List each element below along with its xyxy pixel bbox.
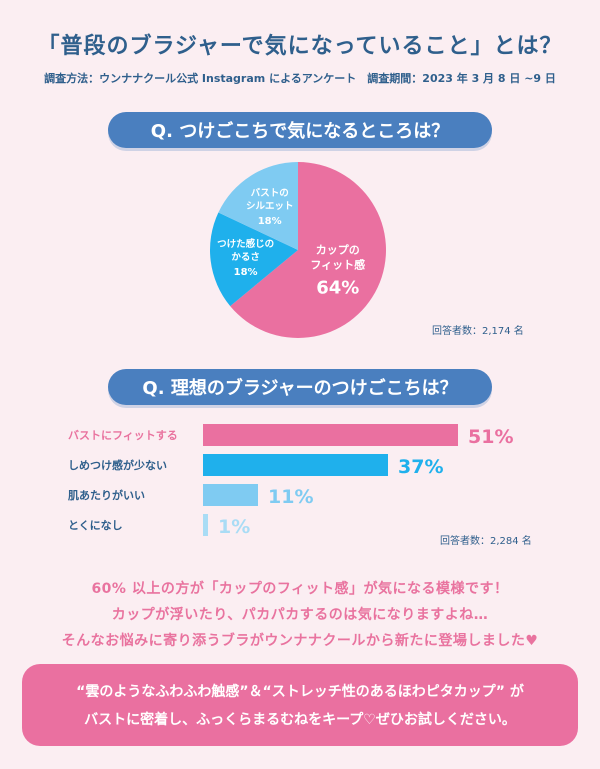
bar-category-2: 肌あたりがいい <box>67 488 145 502</box>
page-title: 「普段のブラジャーで気になっていること」とは？ <box>37 34 563 59</box>
pie-label-2-line-1: シルエット <box>246 201 294 212</box>
survey-info: 調査方法：ウンナナクール公式 Instagram によるアンケート 調査期間：2… <box>44 72 556 85</box>
question-1-title: Q. つけごこちで気になるところは？ <box>108 112 492 148</box>
pie-value-1: 18% <box>234 267 258 278</box>
bar-1 <box>203 454 388 476</box>
summary-line-2: カップが浮いたり、パカパカするのは気になりますよね… <box>111 607 489 623</box>
question-2-title: Q. 理想のブラジャーのつけごこちは？ <box>108 369 492 405</box>
summary-line-1: 60% 以上の方が「カップのフィット感」が気になる模様です！ <box>91 581 509 597</box>
pie-label-1-line-0: つけた感じの <box>217 238 274 250</box>
bar-category-3: とくになし <box>68 519 123 532</box>
bar-value-1: 37% <box>398 456 443 478</box>
callout-box: “雲のようなふわふわ触感”＆“ストレッチ性のあるほわピタカップ” が バストに密… <box>22 664 578 746</box>
bar-value-2: 11% <box>268 486 313 508</box>
pie-slice-0 <box>230 162 386 338</box>
bar-category-0: バストにフィットする <box>68 429 178 442</box>
bar-2 <box>203 484 258 506</box>
pie-label-2-line-0: バストの <box>251 187 289 199</box>
pie-label-0-line-0: カップの <box>316 243 360 257</box>
bar-0 <box>203 424 458 446</box>
callout-line-2: バストに密着し、ふっくらまるむねをキープ♡ぜひお試しください。 <box>84 712 516 728</box>
bar-3 <box>203 514 208 536</box>
pie-respondents: 回答者数：2,174 名 <box>432 326 524 337</box>
bar-value-3: 1% <box>218 516 250 538</box>
bar-category-1: しめつけ感が少ない <box>68 458 167 472</box>
pie-slice-1 <box>210 212 298 307</box>
pie-value-2: 18% <box>258 216 282 227</box>
pie-slice-2 <box>218 162 298 250</box>
bar-value-0: 51% <box>468 426 513 448</box>
bar-respondents: 回答者数：2,284 名 <box>440 536 532 547</box>
summary-line-3: そんなお悩みに寄り添うブラがウンナナクールから新たに登場しました♥ <box>61 633 539 649</box>
pie-value-0: 64% <box>316 278 359 299</box>
pie-label-0-line-1: フィット感 <box>310 258 365 272</box>
pie-label-1-line-1: かるさ <box>231 252 260 263</box>
callout-line-1: “雲のようなふわふわ触感”＆“ストレッチ性のあるほわピタカップ” が <box>76 684 524 700</box>
